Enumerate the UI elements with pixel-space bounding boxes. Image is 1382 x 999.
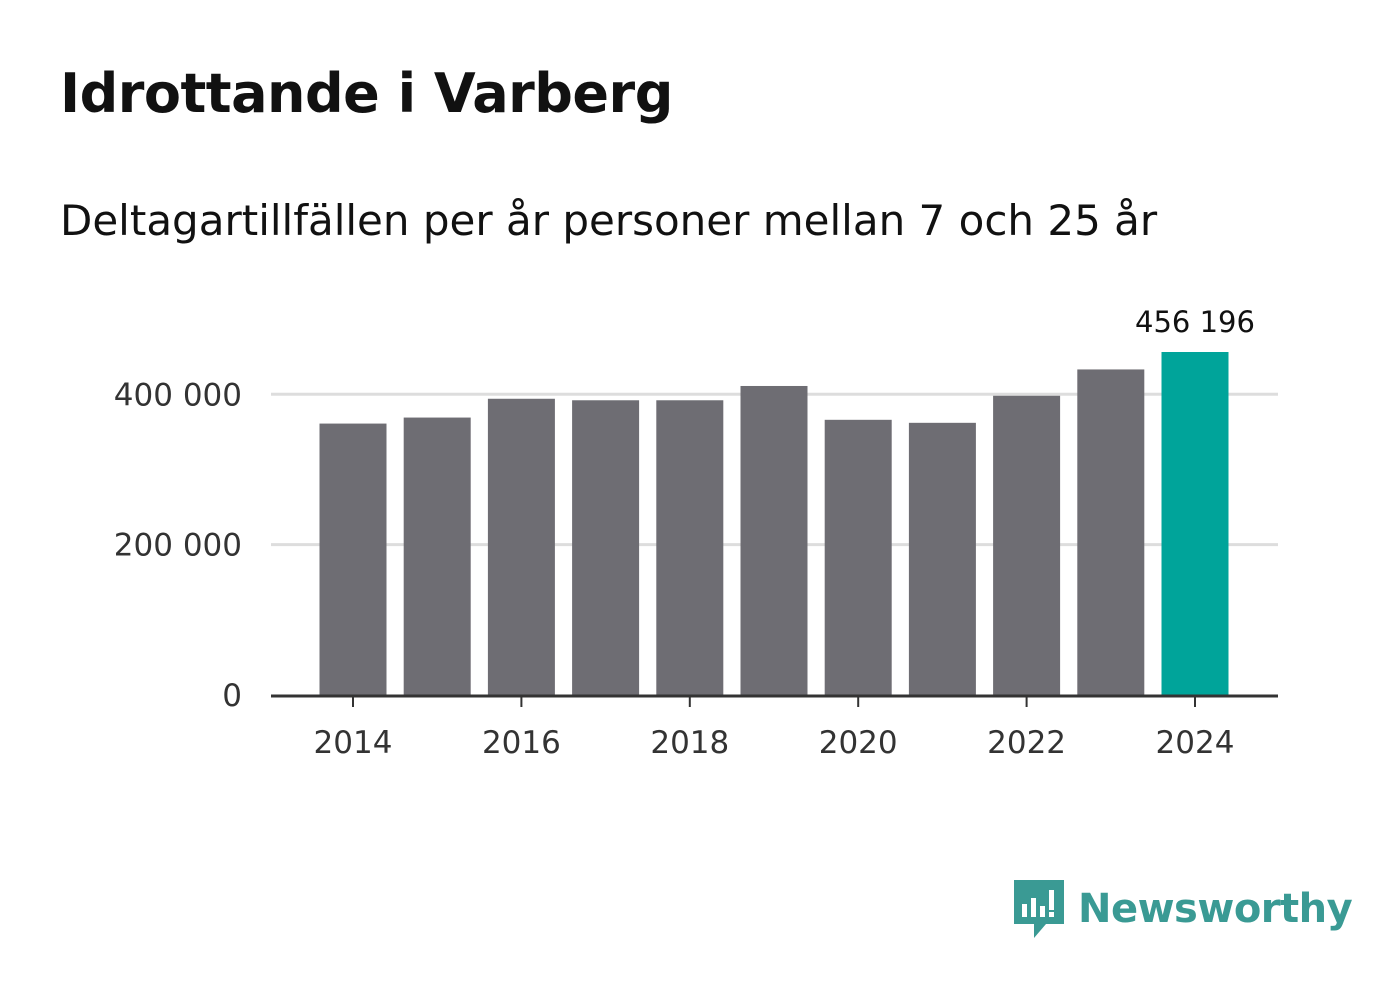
data-label: 456 196 (1135, 305, 1255, 339)
bar-2024 (1161, 352, 1229, 695)
x-tick-label: 2024 (1156, 725, 1235, 761)
bar-2022 (993, 395, 1061, 695)
y-tick-label: 200 000 (114, 528, 242, 564)
bar-2014 (319, 423, 387, 695)
y-tick-label: 400 000 (114, 377, 242, 413)
bar-2020 (824, 419, 892, 695)
x-tick-label: 2014 (314, 725, 393, 761)
bar-2015 (403, 417, 471, 695)
brand-name: Newsworthy (1078, 886, 1353, 932)
bar-2016 (487, 398, 555, 695)
bar-2019 (740, 385, 808, 695)
x-tick-label: 2016 (482, 725, 561, 761)
x-tick-label: 2020 (819, 725, 898, 761)
bar-2023 (1077, 369, 1145, 695)
chart-subtitle: Deltagartillfällen per år personer mella… (60, 196, 1158, 245)
newsworthy-logo-icon (1014, 880, 1064, 938)
bar-2018 (656, 400, 724, 695)
y-tick-label: 0 (222, 678, 242, 714)
x-tick-label: 2018 (650, 725, 729, 761)
bar-2017 (572, 400, 640, 695)
chart-title: Idrottande i Varberg (60, 62, 673, 125)
x-tick-label: 2022 (987, 725, 1066, 761)
bar-2021 (908, 422, 976, 695)
newsworthy-logo: Newsworthy (1010, 878, 1353, 940)
